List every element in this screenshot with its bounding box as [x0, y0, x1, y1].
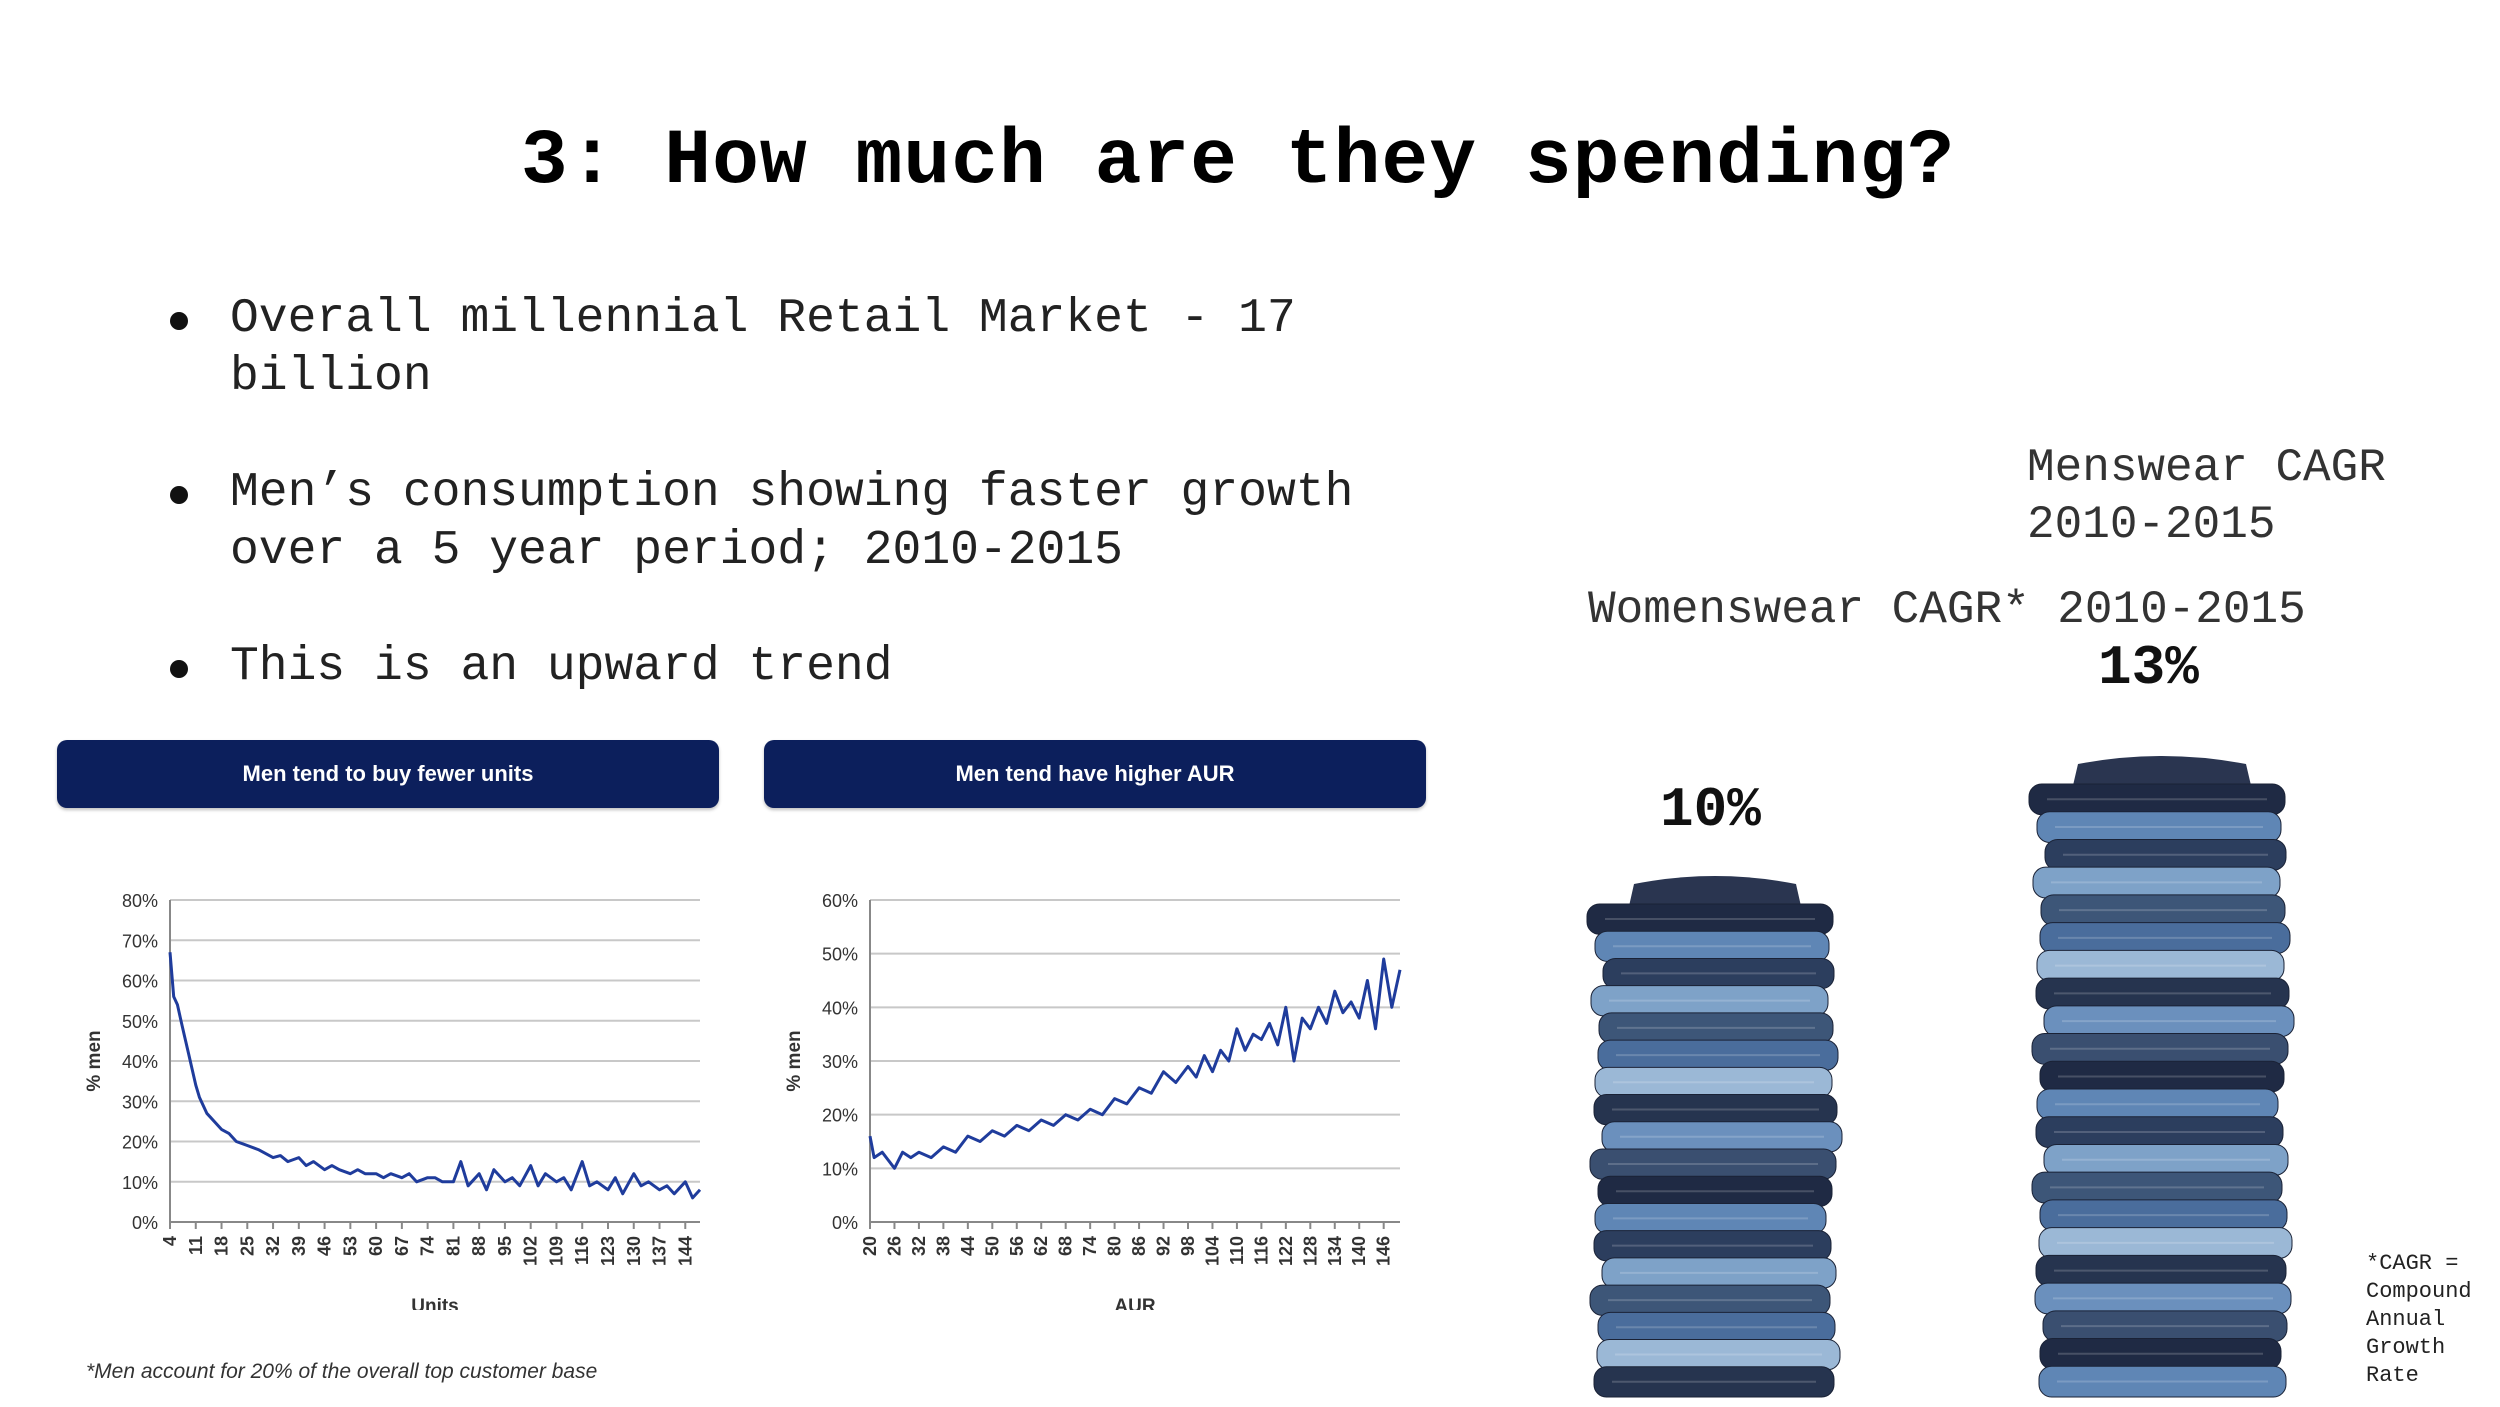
y-tick-label: 50% — [122, 1012, 158, 1032]
y-axis-label: % men — [84, 1030, 105, 1091]
jeans-top — [2072, 756, 2252, 788]
series-line — [868, 957, 1402, 1170]
x-tick-label: 38 — [933, 1236, 953, 1256]
womenswear-cagr-value: 10% — [1660, 778, 1761, 842]
x-tick-label: 56 — [1007, 1236, 1027, 1256]
y-tick-label: 70% — [122, 931, 158, 951]
x-tick-label: 46 — [315, 1236, 335, 1256]
x-tick-label: 80 — [1105, 1236, 1125, 1256]
x-tick-label: 95 — [495, 1236, 515, 1256]
x-tick-label: 53 — [340, 1236, 360, 1256]
bullet-text: This is an upward trend — [230, 640, 893, 694]
y-tick-label: 20% — [122, 1133, 158, 1153]
x-tick-label: 67 — [392, 1236, 412, 1256]
menswear-jeans-stack-icon — [2028, 756, 2295, 1398]
x-tick-label: 18 — [212, 1236, 232, 1256]
menswear-cagr-value: 13% — [2098, 636, 2199, 700]
aur-chart: 0% 10% 20% 30% 40% 50% 60% 20 26 32 38 44 50 56 62 68 74… — [784, 891, 1402, 1310]
bullet-item: This is an upward trend — [170, 638, 1470, 696]
x-tick-label: 11 — [186, 1236, 206, 1255]
x-tick-label: 140 — [1349, 1236, 1369, 1266]
x-tick-label: 134 — [1325, 1236, 1345, 1266]
cagr-footnote: *CAGR = Compound Annual Growth Rate — [2366, 1251, 2472, 1388]
x-tick-label: 128 — [1300, 1236, 1320, 1266]
x-tick-label: 144 — [675, 1236, 695, 1266]
units-chart-title: Men tend to buy fewer units — [57, 740, 719, 808]
y-tick-label: 60% — [822, 891, 858, 911]
y-tick-label: 40% — [122, 1052, 158, 1072]
x-tick-label: 32 — [263, 1236, 283, 1256]
x-axis-label: Units — [411, 1296, 459, 1310]
bullet-text: Overall millennial Retail Market - 17 bi… — [230, 292, 1296, 404]
bullet-text: Men’s consumption showing faster growth … — [230, 466, 1354, 578]
y-tick-label: 10% — [122, 1173, 158, 1193]
y-tick-label: 60% — [122, 972, 158, 992]
y-tick-label: 10% — [822, 1159, 858, 1179]
y-tick-label: 50% — [822, 945, 858, 965]
series-line — [168, 952, 702, 1200]
womenswear-jeans-stack-icon — [1586, 876, 1843, 1398]
x-tick-label: 116 — [1251, 1236, 1271, 1265]
x-tick-label: 60 — [366, 1236, 386, 1256]
jeans-top — [1628, 876, 1802, 908]
chart-footnote: *Men account for 20% of the overall top … — [86, 1360, 598, 1383]
y-tick-label: 30% — [122, 1092, 158, 1112]
x-tick-label: 32 — [909, 1236, 929, 1256]
slide-title: 3: How much are they spending? — [520, 118, 1956, 206]
y-tick-label: 20% — [822, 1106, 858, 1126]
x-tick-label: 98 — [1178, 1236, 1198, 1256]
x-tick-label: 104 — [1202, 1236, 1222, 1266]
y-tick-label: 80% — [122, 891, 158, 911]
bullet-dot — [170, 660, 188, 678]
x-tick-label: 62 — [1031, 1236, 1051, 1256]
y-tick-label: 30% — [822, 1052, 858, 1072]
x-tick-label: 137 — [650, 1236, 670, 1266]
x-tick-label: 25 — [237, 1236, 257, 1256]
x-tick-label: 74 — [418, 1236, 438, 1256]
x-tick-label: 86 — [1129, 1236, 1149, 1256]
x-axis-label: AUR — [1114, 1296, 1155, 1310]
x-tick-label: 39 — [289, 1236, 309, 1256]
x-tick-label: 109 — [546, 1236, 566, 1266]
x-tick-label: 146 — [1374, 1236, 1394, 1266]
x-tick-label: 88 — [469, 1236, 489, 1256]
x-tick-label: 116 — [572, 1236, 592, 1265]
x-tick-label: 20 — [860, 1236, 880, 1256]
menswear-label: Menswear CAGR 2010-2015 — [2027, 442, 2386, 551]
x-tick-label: 4 — [160, 1236, 180, 1246]
x-tick-label: 92 — [1154, 1236, 1174, 1256]
x-tick-label: 44 — [958, 1236, 978, 1256]
folded-jeans — [2038, 1365, 2287, 1398]
units-chart: 0% 10% 20% 30% 40% 50% 60% 70% 80% 4 11 18 25 32 39 46 5… — [84, 891, 702, 1310]
y-tick-label: 0% — [132, 1213, 158, 1233]
x-tick-label: 123 — [598, 1236, 618, 1266]
y-tick-label: 40% — [822, 998, 858, 1018]
x-tick-label: 74 — [1080, 1236, 1100, 1256]
womenswear-label: Womenswear CAGR* 2010-2015 — [1588, 584, 2306, 636]
x-tick-label: 102 — [521, 1236, 541, 1266]
bullet-list: Overall millennial Retail Market - 17 bi… — [170, 290, 1470, 754]
folded-jeans — [1593, 1366, 1835, 1398]
y-tick-label: 0% — [832, 1213, 858, 1233]
x-tick-label: 81 — [443, 1236, 463, 1256]
x-tick-label: 26 — [884, 1236, 904, 1256]
y-axis-label: % men — [784, 1030, 805, 1091]
bullet-item: Men’s consumption showing faster growth … — [170, 464, 1470, 580]
x-tick-label: 68 — [1056, 1236, 1076, 1256]
bullet-dot — [170, 486, 188, 504]
x-tick-label: 122 — [1276, 1236, 1296, 1266]
aur-chart-title: Men tend have higher AUR — [764, 740, 1426, 808]
bullet-item: Overall millennial Retail Market - 17 bi… — [170, 290, 1470, 406]
x-tick-label: 50 — [982, 1236, 1002, 1256]
x-tick-label: 110 — [1227, 1236, 1247, 1265]
bullet-dot — [170, 312, 188, 330]
x-tick-label: 130 — [624, 1236, 644, 1266]
